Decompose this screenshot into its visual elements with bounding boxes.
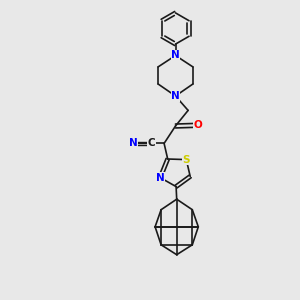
Text: N: N [128,138,137,148]
Text: S: S [182,154,190,165]
Text: N: N [156,172,165,183]
Text: C: C [148,138,155,148]
Text: O: O [193,120,202,130]
Text: N: N [171,50,180,61]
Text: N: N [171,91,180,101]
